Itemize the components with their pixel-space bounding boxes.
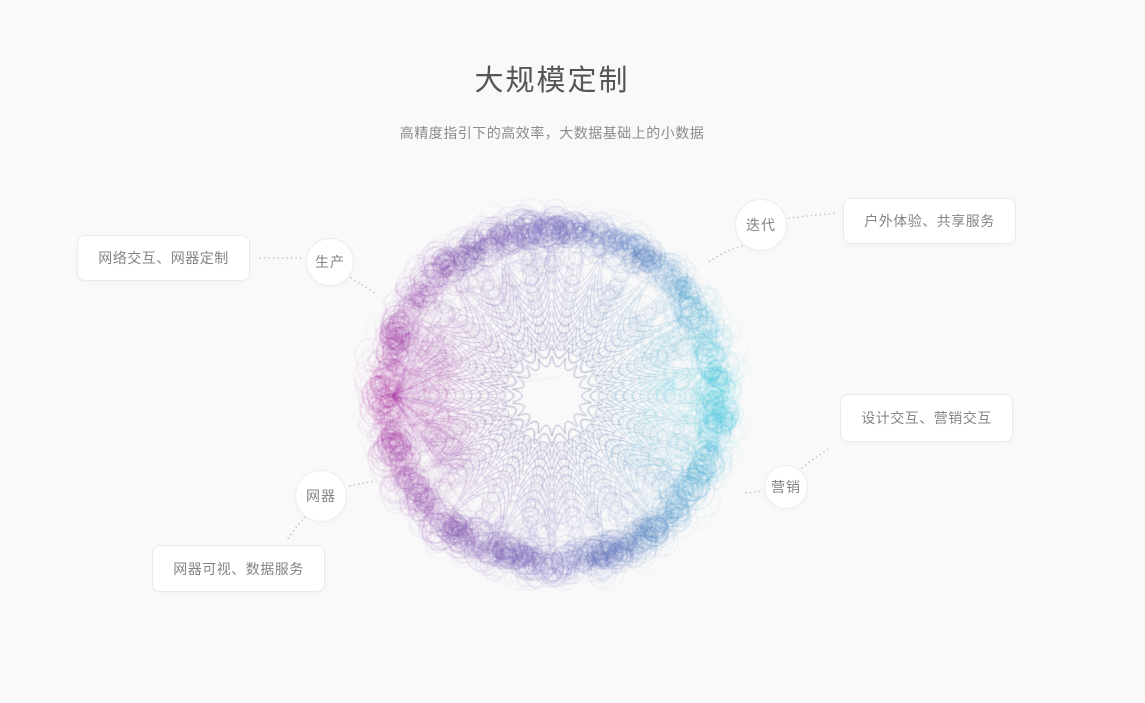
card-label: 设计交互、营销交互 <box>861 410 992 426</box>
node-marketing: 营销 <box>764 465 808 509</box>
node-label: 生产 <box>315 254 345 270</box>
node-label: 营销 <box>771 479 801 495</box>
header: 大规模定制 高精度指引下的高效率，大数据基础上的小数据 <box>0 0 1104 143</box>
card-label: 网络交互、网器定制 <box>98 250 229 266</box>
card-network-interaction: 网络交互、网器定制 <box>77 235 250 281</box>
card-device-visualization: 网器可视、数据服务 <box>152 545 325 592</box>
page-title: 大规模定制 <box>474 65 630 97</box>
node-label: 网器 <box>306 488 336 504</box>
node-device: 网器 <box>295 470 347 522</box>
page-subtitle: 高精度指引下的高效率，大数据基础上的小数据 <box>399 125 705 141</box>
card-design-marketing-interaction: 设计交互、营销交互 <box>840 394 1013 442</box>
node-label: 迭代 <box>746 217 776 233</box>
card-label: 网器可视、数据服务 <box>173 560 304 577</box>
sphere-visualization <box>352 186 752 606</box>
card-label: 户外体验、共享服务 <box>864 213 995 229</box>
node-iteration: 迭代 <box>735 199 787 251</box>
connector-iteration-iterationcard <box>788 212 838 219</box>
connector-device-devicecard <box>286 516 306 541</box>
node-production: 生产 <box>306 238 354 286</box>
connector-marketing-marketingcard <box>801 446 832 469</box>
card-outdoor-experience: 户外体验、共享服务 <box>843 198 1016 244</box>
